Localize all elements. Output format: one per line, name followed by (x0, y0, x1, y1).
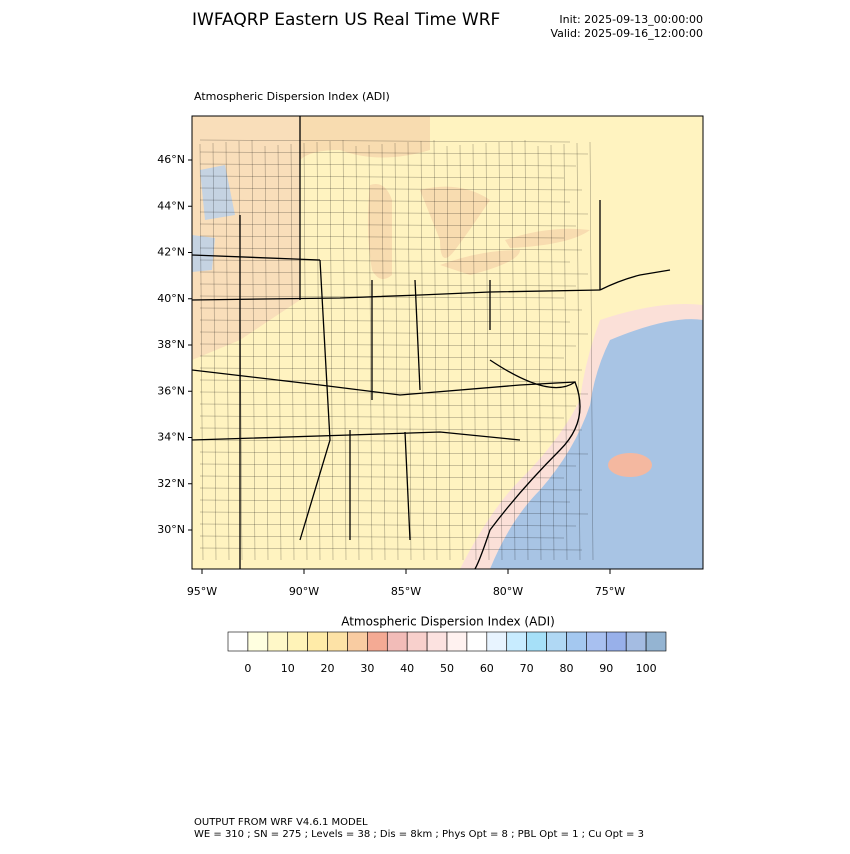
colorbar-box (347, 631, 368, 652)
colorbar-box (486, 631, 508, 652)
county-grid (199, 139, 594, 561)
colorbar-box (566, 631, 587, 652)
title: IWFAQRP Eastern US Real Time WRF (192, 10, 500, 30)
lon-label: 80°W (493, 585, 523, 598)
colorbar-title: Atmospheric Dispersion Index (ADI) (341, 615, 555, 629)
lat-label: 36°N (157, 384, 185, 397)
init-time: Init: 2025-09-13_00:00:00 (559, 13, 703, 26)
colorbar-box (386, 631, 408, 652)
lat-label: 38°N (157, 338, 185, 351)
colorbar-tick-label: 20 (321, 662, 335, 675)
colorbar-box (625, 631, 647, 652)
lon-label: 95°W (187, 585, 217, 598)
colorbar-tick-label: 60 (480, 662, 494, 675)
colorbar-box (287, 631, 308, 652)
lon-label: 90°W (289, 585, 319, 598)
colorbar-box (367, 631, 388, 652)
colorbar-box (605, 631, 627, 652)
colorbar-box (586, 631, 607, 652)
colorbar-box (645, 631, 667, 652)
valid-time: Valid: 2025-09-16_12:00:00 (550, 27, 703, 40)
county-lines (199, 139, 594, 561)
colorbar-tick-label: 90 (599, 662, 613, 675)
lon-labels: 95°W 90°W 85°W 80°W 75°W (187, 569, 625, 598)
colorbar-box (307, 631, 328, 652)
colorbar-box (446, 631, 468, 652)
colorbar-box (406, 631, 428, 652)
colorbar: 0 10 20 30 40 50 60 70 80 90 100 (227, 631, 667, 675)
colorbar-box (247, 631, 269, 652)
colorbar-tick-label: 0 (244, 662, 251, 675)
lat-label: 40°N (157, 292, 185, 305)
footer-line: OUTPUT FROM WRF V4.6.1 MODEL (194, 817, 368, 828)
map-area (192, 116, 703, 569)
colorbar-tick-label: 80 (559, 662, 573, 675)
colorbar-tick-label: 10 (281, 662, 295, 675)
lat-labels: 46°N 44°N 42°N 40°N 38°N 36°N 34°N 32°N 30°N (157, 153, 192, 536)
lon-label: 85°W (391, 585, 421, 598)
lat-label: 46°N (157, 153, 185, 166)
colorbar-tick-label: 50 (440, 662, 454, 675)
lon-label: 75°W (595, 585, 625, 598)
colorbar-box (267, 631, 289, 652)
map-subtitle: Atmospheric Dispersion Index (ADI) (194, 90, 390, 103)
footer-line: WE = 310 ; SN = 275 ; Levels = 38 ; Dis … (194, 829, 644, 840)
map-frame (191, 115, 704, 570)
colorbar-box (327, 631, 348, 652)
colorbar-box (506, 631, 527, 652)
colorbar-box (526, 631, 547, 652)
lat-label: 30°N (157, 523, 185, 536)
colorbar-box (466, 631, 488, 652)
lat-label: 34°N (157, 431, 185, 444)
colorbar-tick-label: 70 (520, 662, 534, 675)
lat-label: 32°N (157, 477, 185, 490)
colorbar-tick-label: 30 (360, 662, 374, 675)
colorbar-tick-label: 100 (636, 662, 657, 675)
lat-label: 44°N (157, 199, 185, 212)
colorbar-tick-label: 40 (400, 662, 414, 675)
colorbar-box (426, 631, 448, 652)
lat-label: 42°N (157, 246, 185, 259)
colorbar-box (227, 631, 249, 652)
colorbar-box (546, 631, 567, 652)
